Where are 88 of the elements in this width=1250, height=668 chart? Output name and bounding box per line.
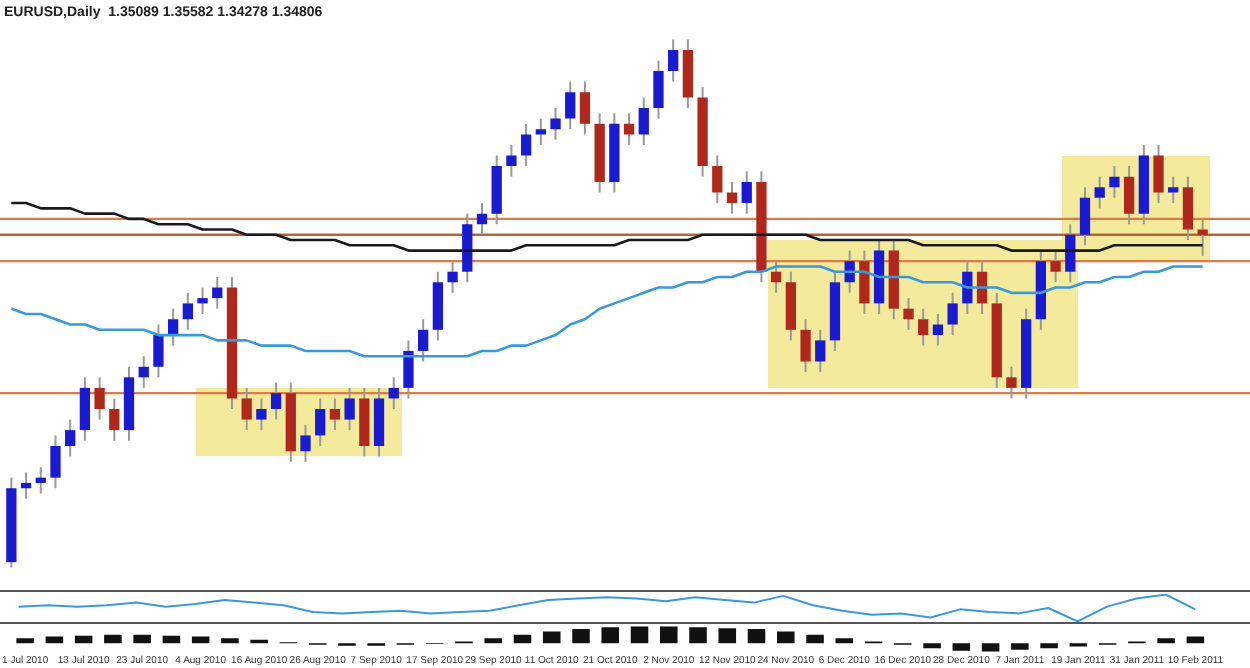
candlestick bbox=[815, 328, 826, 374]
candlestick bbox=[462, 212, 473, 284]
bar bbox=[484, 638, 502, 644]
candlestick bbox=[329, 397, 341, 432]
candlestick bbox=[1197, 217, 1208, 257]
candlestick bbox=[50, 434, 61, 490]
bar bbox=[689, 627, 707, 644]
candlestick bbox=[1109, 165, 1120, 199]
candlestick bbox=[770, 260, 782, 294]
bar bbox=[659, 626, 678, 644]
candlestick bbox=[1094, 175, 1105, 210]
candlestick bbox=[520, 122, 532, 168]
bar bbox=[835, 638, 854, 644]
candlestick bbox=[506, 143, 517, 178]
candlestick bbox=[270, 381, 282, 421]
candlestick bbox=[1153, 143, 1164, 205]
bar bbox=[1011, 643, 1029, 650]
candlestick bbox=[35, 466, 46, 495]
bar bbox=[952, 643, 971, 651]
bar bbox=[777, 631, 795, 644]
bar bbox=[16, 638, 34, 644]
candlestick bbox=[447, 260, 458, 294]
candlestick bbox=[800, 318, 811, 374]
candlestick bbox=[1006, 365, 1017, 400]
candlestick bbox=[373, 386, 385, 458]
bar bbox=[1040, 643, 1058, 649]
candlestick bbox=[491, 154, 502, 226]
candlestick bbox=[947, 291, 958, 337]
candlestick bbox=[932, 312, 944, 347]
candlestick bbox=[403, 339, 414, 400]
candlestick bbox=[241, 386, 252, 432]
candlestick bbox=[315, 397, 326, 447]
candlestick bbox=[579, 80, 591, 136]
candlestick bbox=[1123, 165, 1135, 226]
candlestick bbox=[182, 291, 193, 331]
candlestick bbox=[359, 386, 370, 458]
candlestick bbox=[726, 180, 738, 215]
candlestick bbox=[197, 286, 208, 315]
bar bbox=[572, 629, 590, 644]
candlestick bbox=[109, 397, 120, 442]
candlestick bbox=[903, 297, 914, 331]
candlestick bbox=[212, 276, 223, 310]
candlestick bbox=[1168, 175, 1179, 205]
candlestick bbox=[918, 307, 929, 347]
bar bbox=[718, 628, 737, 644]
candlestick bbox=[256, 397, 267, 432]
candlestick bbox=[20, 471, 32, 500]
bar bbox=[1157, 638, 1175, 644]
candlestick bbox=[432, 270, 444, 342]
candlestick bbox=[1050, 249, 1061, 284]
candlestick bbox=[682, 38, 694, 110]
bar bbox=[806, 634, 824, 644]
candlestick bbox=[653, 59, 664, 120]
bar bbox=[601, 627, 620, 644]
bar bbox=[630, 626, 649, 644]
candlestick bbox=[300, 423, 311, 463]
bar bbox=[74, 635, 93, 644]
candlestick bbox=[550, 107, 561, 141]
bar bbox=[542, 631, 561, 644]
bar bbox=[747, 629, 766, 644]
candlestick bbox=[138, 355, 149, 389]
candlestick bbox=[388, 376, 399, 411]
candlestick bbox=[344, 386, 355, 432]
candlestick bbox=[638, 96, 649, 146]
candlestick bbox=[476, 202, 488, 236]
candlestick bbox=[418, 318, 429, 363]
candlestick bbox=[65, 418, 76, 458]
candlestick bbox=[668, 38, 679, 83]
candlestick bbox=[535, 117, 546, 146]
candlestick bbox=[712, 154, 723, 205]
bar bbox=[923, 643, 941, 649]
candlestick bbox=[1079, 186, 1091, 247]
bar bbox=[981, 643, 1000, 652]
candlestick bbox=[785, 270, 796, 342]
candlestick bbox=[859, 249, 870, 315]
bar bbox=[162, 635, 181, 644]
bar bbox=[221, 638, 239, 644]
candlestick bbox=[94, 376, 105, 421]
candlestick bbox=[565, 80, 576, 131]
candlestick bbox=[167, 307, 179, 347]
bar bbox=[104, 634, 122, 644]
bar bbox=[513, 634, 532, 644]
candlestick bbox=[623, 112, 635, 146]
candlestick bbox=[153, 323, 164, 379]
candlestick bbox=[79, 376, 91, 442]
candlestick bbox=[741, 170, 752, 215]
candlestick bbox=[1182, 175, 1194, 242]
bar bbox=[133, 634, 151, 644]
